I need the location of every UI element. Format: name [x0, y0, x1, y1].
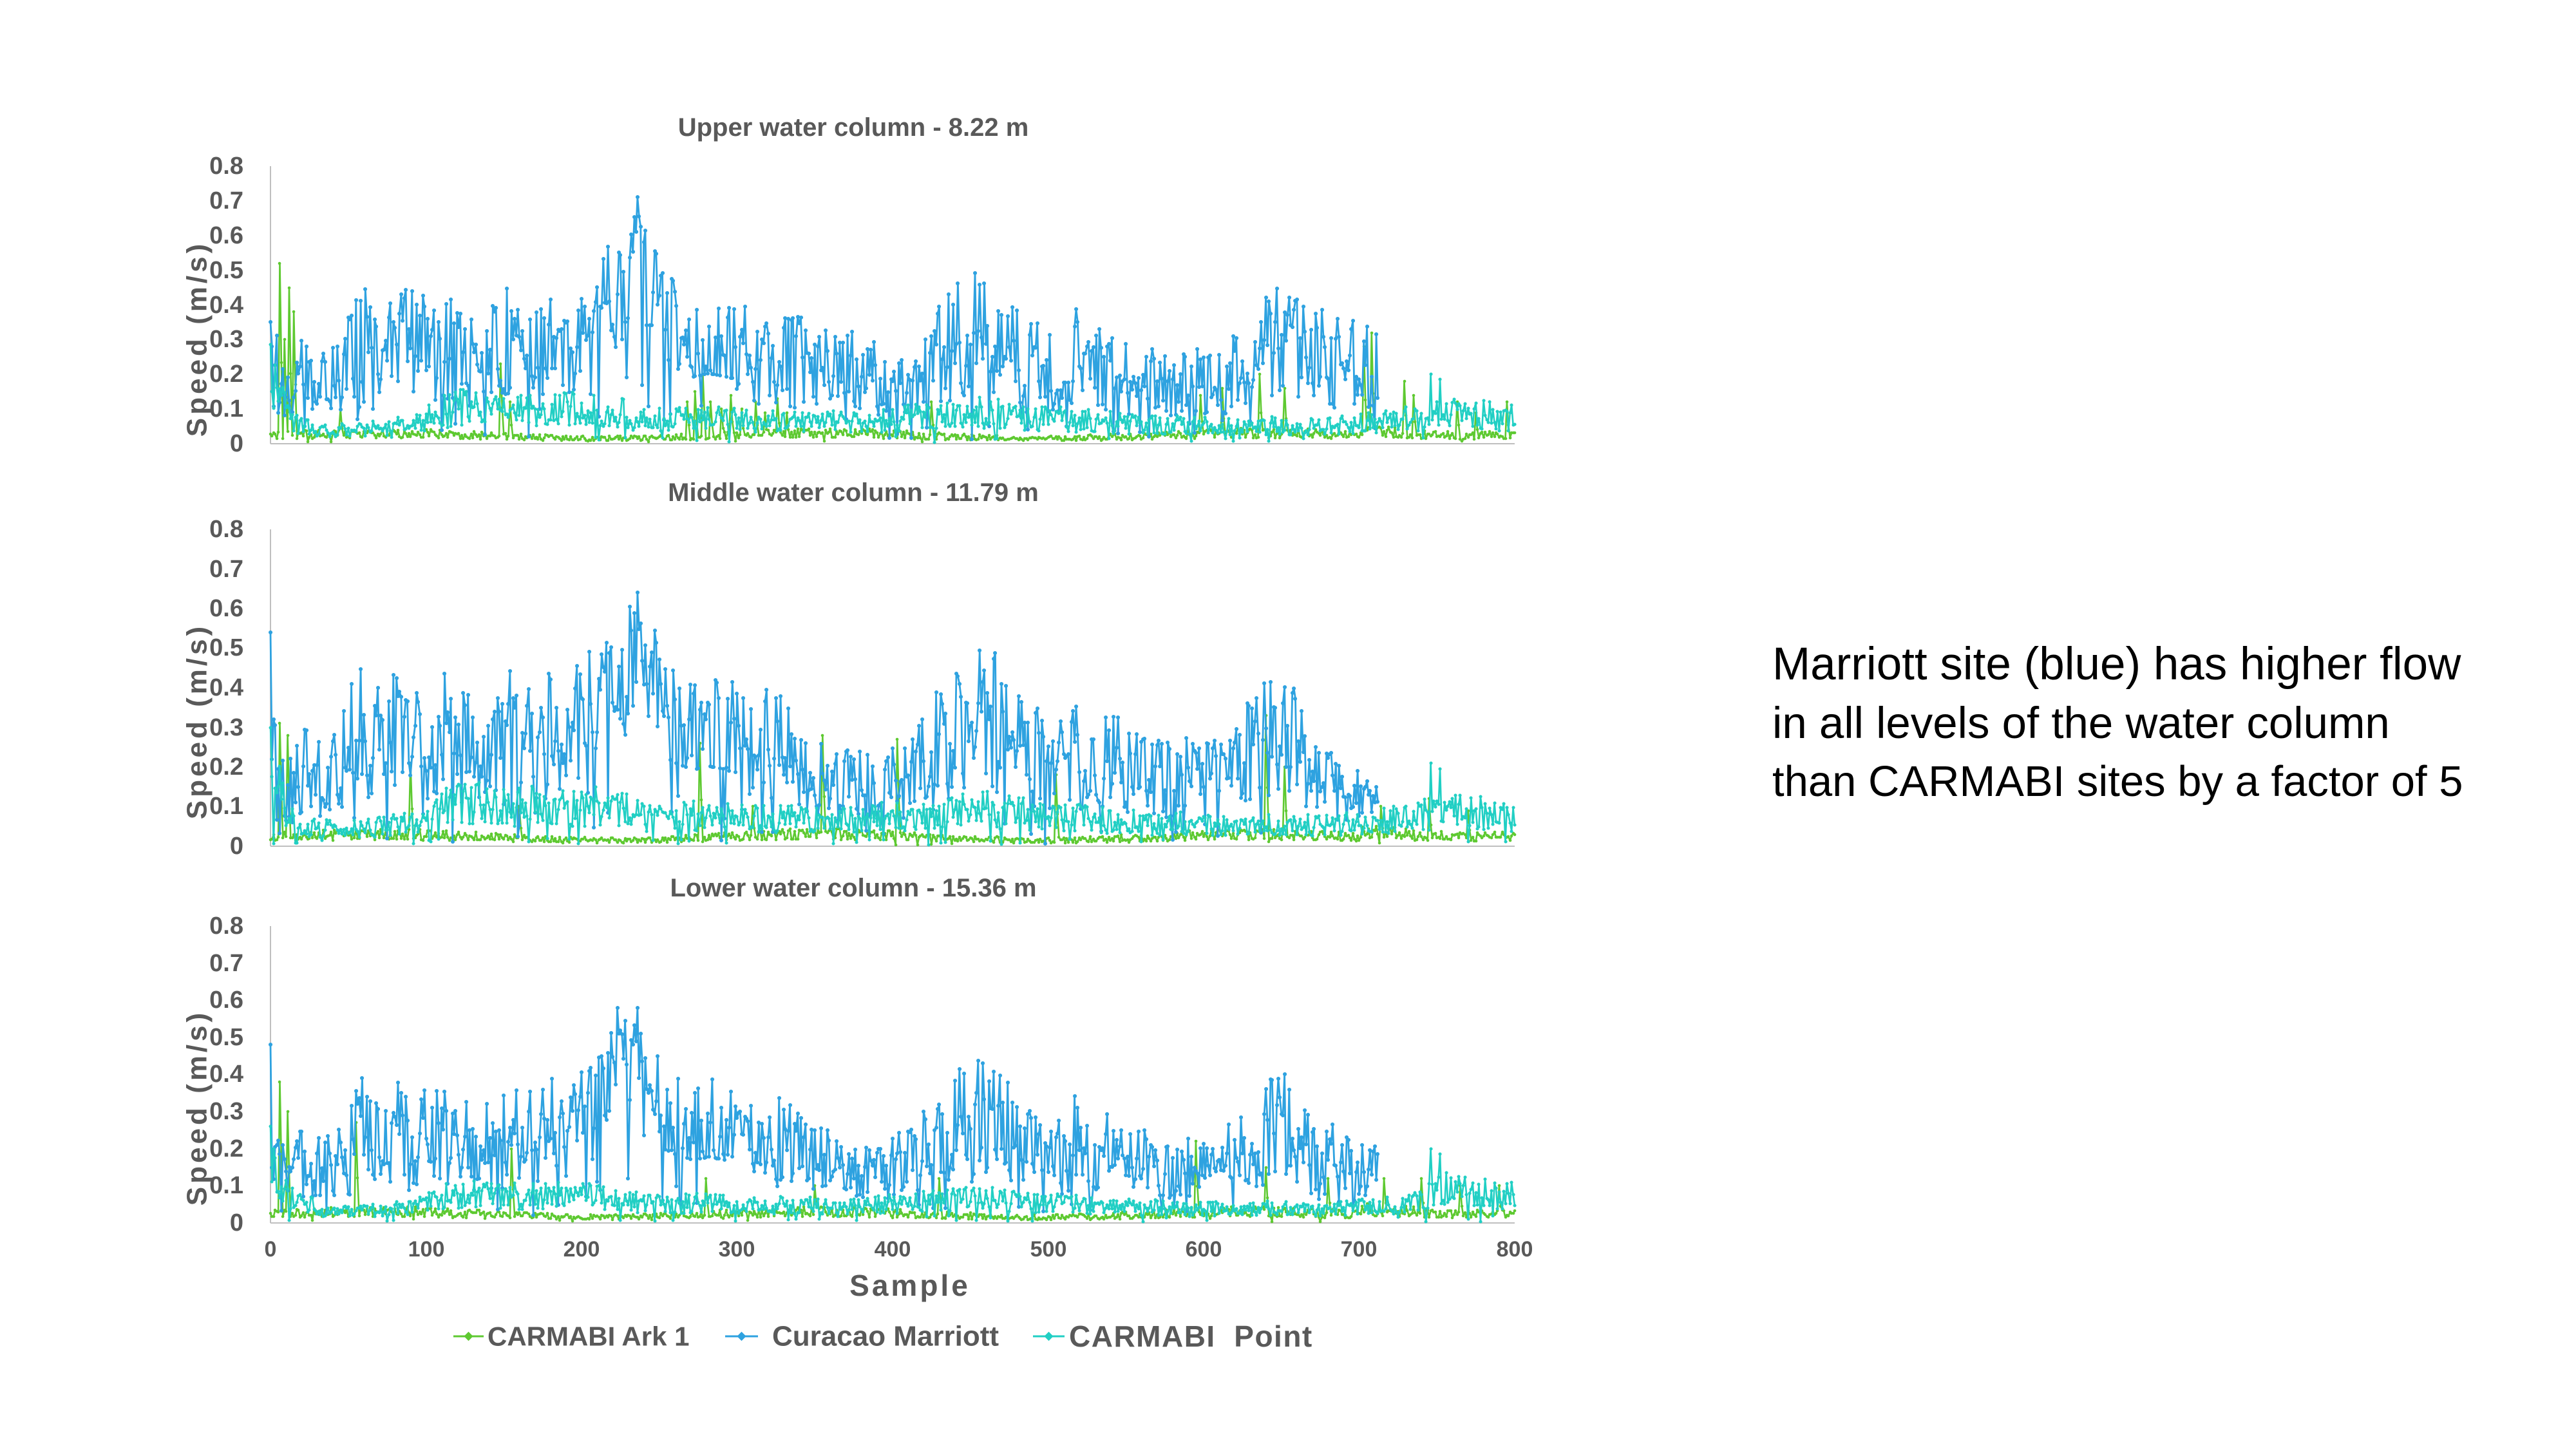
svg-text:100: 100 [408, 1237, 445, 1262]
svg-text:500: 500 [1030, 1237, 1067, 1262]
svg-text:0.4: 0.4 [209, 674, 243, 701]
svg-text:0.7: 0.7 [209, 950, 243, 977]
svg-text:0.7: 0.7 [209, 556, 243, 583]
svg-text:Speed (m/s): Speed (m/s) [182, 1010, 213, 1206]
svg-text:600: 600 [1186, 1237, 1222, 1262]
svg-text:0.3: 0.3 [209, 714, 243, 741]
svg-text:CARMABI Ark 1: CARMABI Ark 1 [488, 1321, 689, 1352]
svg-text:0: 0 [265, 1237, 277, 1262]
svg-text:400: 400 [875, 1237, 911, 1262]
svg-text:0.5: 0.5 [209, 257, 243, 284]
svg-text:0.2: 0.2 [209, 361, 243, 388]
svg-text:0.1: 0.1 [209, 793, 243, 820]
svg-text:700: 700 [1341, 1237, 1378, 1262]
svg-text:0.8: 0.8 [209, 516, 243, 543]
svg-text:0.2: 0.2 [209, 753, 243, 781]
svg-text:0.6: 0.6 [209, 987, 243, 1014]
svg-text:Speed (m/s): Speed (m/s) [182, 241, 213, 437]
svg-text:0.3: 0.3 [209, 326, 243, 353]
svg-text:0: 0 [230, 1209, 243, 1236]
svg-text:0.7: 0.7 [209, 187, 243, 214]
svg-text:0.8: 0.8 [209, 913, 243, 940]
svg-text:800: 800 [1497, 1237, 1533, 1262]
svg-text:0.3: 0.3 [209, 1098, 243, 1125]
svg-text:0.1: 0.1 [209, 1172, 243, 1199]
svg-text:0.6: 0.6 [209, 595, 243, 622]
svg-text:0.8: 0.8 [209, 153, 243, 180]
svg-text:200: 200 [564, 1237, 600, 1262]
svg-text:0: 0 [230, 430, 243, 457]
svg-text:Curacao Marriott: Curacao Marriott [772, 1321, 999, 1352]
svg-text:0.5: 0.5 [209, 1024, 243, 1051]
svg-text:0.1: 0.1 [209, 395, 243, 422]
svg-text:0.4: 0.4 [209, 292, 243, 319]
svg-text:Upper water column - 8.22 m: Upper water column - 8.22 m [678, 113, 1029, 142]
svg-text:Sample: Sample [849, 1269, 971, 1302]
svg-text:CARMABI Point: CARMABI Point [1069, 1320, 1313, 1353]
svg-text:0.2: 0.2 [209, 1135, 243, 1162]
svg-text:300: 300 [719, 1237, 755, 1262]
svg-text:Middle water column - 11.79 m: Middle water column - 11.79 m [668, 478, 1039, 507]
svg-text:0.4: 0.4 [209, 1061, 243, 1088]
svg-text:0.5: 0.5 [209, 634, 243, 661]
svg-text:0.6: 0.6 [209, 222, 243, 249]
svg-text:Lower water column - 15.36 m: Lower water column - 15.36 m [670, 874, 1036, 902]
svg-text:Speed (m/s): Speed (m/s) [182, 623, 213, 819]
svg-text:0: 0 [230, 833, 243, 860]
